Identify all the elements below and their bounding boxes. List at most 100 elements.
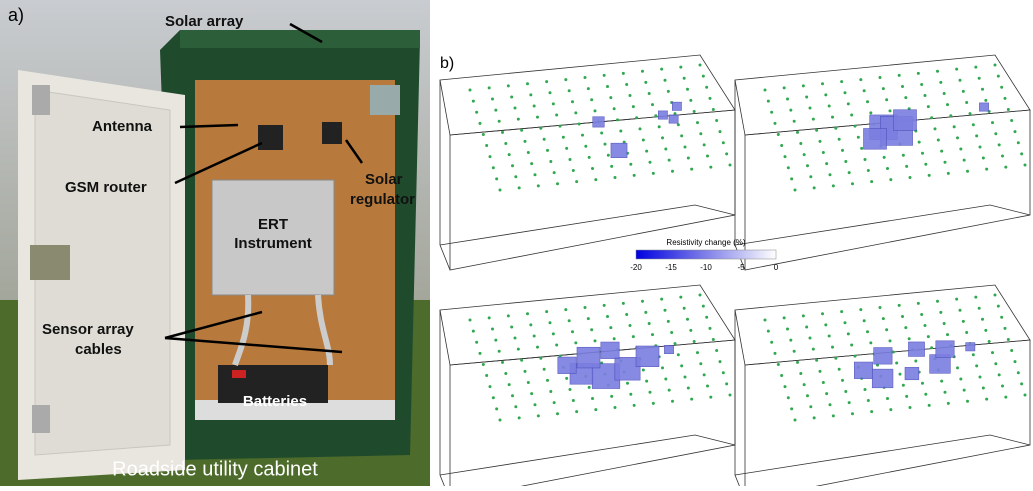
electrode xyxy=(501,361,504,364)
electrode xyxy=(824,93,827,96)
electrode xyxy=(981,318,984,321)
electrode xyxy=(882,87,885,90)
electrode xyxy=(686,318,689,321)
electrode xyxy=(1010,349,1013,352)
electrode xyxy=(660,68,663,71)
electrode xyxy=(917,72,920,75)
electrode xyxy=(974,296,977,299)
electrode xyxy=(965,101,968,104)
electrode xyxy=(702,305,705,308)
electrode xyxy=(859,78,862,81)
electrode xyxy=(614,406,617,409)
electrode xyxy=(1004,327,1007,330)
electrode xyxy=(966,400,969,403)
electrode xyxy=(562,136,565,139)
annotation: cables xyxy=(75,341,122,358)
electrode xyxy=(594,339,597,342)
electrode xyxy=(679,66,682,69)
colorbar-title: Resistivity change (%) xyxy=(666,238,745,247)
electrode xyxy=(885,328,888,331)
electrode xyxy=(789,109,792,112)
electrode xyxy=(555,114,558,117)
electrode xyxy=(889,178,892,181)
electrode xyxy=(867,399,870,402)
electrode xyxy=(844,160,847,163)
electrode xyxy=(469,89,472,92)
electrode xyxy=(702,75,705,78)
electrode xyxy=(664,148,667,151)
electrode xyxy=(668,159,671,162)
electrode xyxy=(1004,166,1007,169)
electrode xyxy=(679,296,682,299)
electrode xyxy=(978,77,981,80)
electrode xyxy=(565,147,568,150)
electrode xyxy=(539,357,542,360)
electrode xyxy=(690,398,693,401)
electrode xyxy=(715,119,718,122)
electrode xyxy=(689,329,692,332)
electrode xyxy=(962,90,965,93)
electrode xyxy=(504,372,507,375)
electrode xyxy=(517,118,520,121)
electrode xyxy=(581,134,584,137)
electrode xyxy=(985,168,988,171)
electrode xyxy=(482,363,485,366)
electrode xyxy=(1007,108,1010,111)
electrode xyxy=(549,160,552,163)
electrode xyxy=(994,132,997,135)
electrode xyxy=(949,114,952,117)
electrode xyxy=(1020,382,1023,385)
electrode xyxy=(590,328,593,331)
electrode xyxy=(514,107,517,110)
electrode xyxy=(518,186,521,189)
electrode xyxy=(648,92,651,95)
electrode xyxy=(997,75,1000,78)
electrode xyxy=(591,167,594,170)
electrode xyxy=(822,151,825,154)
electrode xyxy=(507,84,510,87)
electrode xyxy=(553,171,556,174)
electrode xyxy=(491,98,494,101)
electrode xyxy=(841,149,844,152)
electrode xyxy=(549,321,552,324)
electrode xyxy=(1014,360,1017,363)
electrode xyxy=(774,122,777,125)
anomaly-block xyxy=(872,369,893,388)
electrode xyxy=(674,342,677,345)
electrode xyxy=(984,329,987,332)
annotation: Instrument xyxy=(234,235,312,252)
box-edge xyxy=(735,435,1030,475)
electrode xyxy=(850,114,853,117)
electrode xyxy=(510,95,513,98)
electrode xyxy=(821,312,824,315)
electrode xyxy=(722,371,725,374)
colorbar: Resistivity change (%) -20-15-10-50 xyxy=(630,238,779,272)
electrode xyxy=(924,94,927,97)
electrode xyxy=(712,108,715,111)
electrode xyxy=(994,294,997,297)
electrode xyxy=(683,77,686,80)
electrode xyxy=(924,163,927,166)
electrode xyxy=(927,335,930,338)
anomaly-block xyxy=(601,342,619,359)
electrode xyxy=(767,330,770,333)
electrode xyxy=(909,406,912,409)
electrode xyxy=(641,70,644,73)
electrode xyxy=(863,319,866,322)
electrode xyxy=(526,312,529,315)
electrode xyxy=(526,82,529,85)
electrode xyxy=(534,403,537,406)
electrode xyxy=(860,147,863,150)
electrode xyxy=(606,85,609,88)
electrode xyxy=(584,306,587,309)
electrode xyxy=(495,407,498,410)
electrode xyxy=(498,120,501,123)
electrode xyxy=(536,346,539,349)
anomaly-block xyxy=(558,357,576,374)
electrode xyxy=(832,184,835,187)
electrode xyxy=(629,324,632,327)
electrode xyxy=(889,109,892,112)
electrode xyxy=(882,317,885,320)
electrode xyxy=(625,313,628,316)
electrode xyxy=(545,80,548,83)
